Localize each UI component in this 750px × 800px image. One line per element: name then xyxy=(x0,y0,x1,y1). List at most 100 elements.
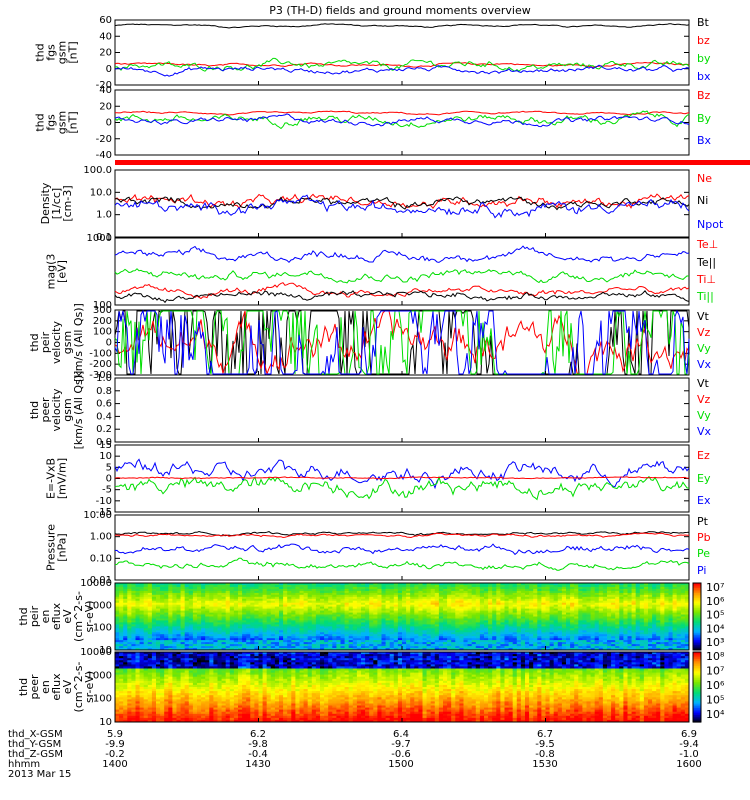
legend-entry: Ni xyxy=(697,194,708,207)
y-tick-label: -20 xyxy=(96,134,112,145)
y-tick-label: 10 xyxy=(99,451,112,462)
legend-entry: Pt xyxy=(697,515,709,528)
series-Te⊥ xyxy=(114,282,690,300)
series-Pi xyxy=(114,543,690,556)
legend-entry: Vx xyxy=(697,425,712,438)
panel-p7: E=-VxB[mV/m] xyxy=(45,444,690,513)
y-axis-label: thdpeirvelocitygsm[km/s (All Qs)] xyxy=(28,303,85,382)
panel-p10: thdpeerenefluxeV(cm^2-s-sr-eV) xyxy=(17,651,702,723)
y-axis-label: Density[1/cc][cm-3] xyxy=(39,182,74,224)
series-Ne xyxy=(114,193,690,210)
panel-p1: thdfgsgsm[nT] xyxy=(34,19,690,86)
series-Vz xyxy=(114,310,690,376)
series-Bx xyxy=(114,113,690,128)
y-tick-label: 100 xyxy=(93,300,112,311)
data-mode-bar xyxy=(115,160,750,165)
legend-entry: Bx xyxy=(697,134,712,147)
x-tick-label: 6.4 xyxy=(393,729,409,740)
legend-entry: Vy xyxy=(697,342,711,355)
series-Ti⊥ xyxy=(114,245,690,264)
y-tick-label: 0 xyxy=(106,338,112,349)
colorbar-label: 10⁶ xyxy=(706,595,725,608)
legend-entry: Vy xyxy=(697,409,711,422)
legend-entry: Vz xyxy=(697,326,711,339)
x-axis-row-label: thd_X-GSM xyxy=(8,729,63,740)
y-tick-label: 1.00 xyxy=(90,532,112,543)
y-tick-label: 0.10 xyxy=(90,553,112,564)
legend-entry: Bz xyxy=(697,89,711,102)
colorbar xyxy=(692,582,702,651)
y-tick-label: 100.0 xyxy=(83,165,112,176)
x-tick-label: -0.4 xyxy=(248,749,268,760)
x-tick-label: -9.5 xyxy=(535,739,555,750)
y-axis-label: thdfgsgsm[nT] xyxy=(34,111,80,134)
y-tick-label: 1.0 xyxy=(96,373,112,384)
series-Pt xyxy=(114,530,690,537)
spectrogram xyxy=(115,583,690,651)
y-tick-label: 100 xyxy=(93,327,112,338)
y-tick-label: 20 xyxy=(99,48,112,59)
series-bx xyxy=(114,64,690,77)
colorbar xyxy=(692,651,702,723)
y-tick-label: -300 xyxy=(89,370,112,381)
legend-entry: bx xyxy=(697,70,711,83)
legend-entry: Bt xyxy=(697,16,710,29)
y-tick-label: -10 xyxy=(96,496,112,507)
y-tick-label: -200 xyxy=(89,359,112,370)
y-tick-label: 0.0 xyxy=(96,437,112,448)
y-axis-label: thdpeerenefluxeV(cm^2-s-sr-eV) xyxy=(17,662,96,713)
colorbar-label: 10⁵ xyxy=(706,609,724,622)
y-tick-label: 100 xyxy=(93,694,112,705)
y-tick-label: 0.6 xyxy=(96,399,112,410)
y-tick-label: 0.4 xyxy=(96,411,112,422)
panel-frame xyxy=(114,89,690,156)
series-Vx xyxy=(114,309,690,376)
y-axis-label: thdpeirenefluxeV(cm^2-s-sr-eV) xyxy=(17,591,96,642)
y-tick-label: 40 xyxy=(99,85,112,96)
y-tick-label: -20 xyxy=(96,80,112,91)
y-tick-label: 0 xyxy=(106,64,112,75)
legend-entry: Ey xyxy=(697,472,711,485)
x-axis-row-label: hhmm xyxy=(8,759,40,770)
series-Npot xyxy=(114,194,690,219)
x-tick-label: 1600 xyxy=(676,759,701,770)
series-Pe xyxy=(114,557,690,571)
legend-entry: bz xyxy=(697,34,710,47)
series-by xyxy=(114,57,690,72)
legend-entry: Te|| xyxy=(696,256,716,269)
series-Ey xyxy=(114,475,690,501)
series-Ez xyxy=(114,476,690,480)
y-tick-label: 200 xyxy=(93,316,112,327)
panel-p9: thdpeirenefluxeV(cm^2-s-sr-eV) xyxy=(17,582,702,651)
x-tick-label: -9.8 xyxy=(248,739,268,750)
panel-p6: thdpeervelocitygsm[km/s (All Qs)] xyxy=(28,371,690,449)
y-axis-label: Pressure[nPa] xyxy=(45,524,69,571)
legend-entry: Pb xyxy=(697,531,711,544)
x-tick-label: 6.7 xyxy=(537,729,553,740)
panel-p4: mag(3[eV] xyxy=(45,237,690,306)
legend-entry: Ez xyxy=(697,449,710,462)
series-Bz xyxy=(114,110,690,116)
y-tick-label: -15 xyxy=(96,507,112,518)
x-tick-label: 6.9 xyxy=(681,729,697,740)
colorbar-label: 10⁴ xyxy=(706,708,725,721)
legend-entry: Ti|| xyxy=(696,290,714,303)
legend-entry: by xyxy=(697,52,711,65)
legend-entry: Te⊥ xyxy=(696,238,718,251)
panel-p2: thdfgsgsm[nT] xyxy=(34,89,690,156)
panel-p8: Pressure[nPa] xyxy=(45,514,690,581)
x-tick-label: -1.0 xyxy=(679,749,699,760)
legend-entry: Vz xyxy=(697,393,711,406)
x-axis-row-label: thd_Y-GSM xyxy=(8,739,61,750)
y-axis-label: E=-VxB[mV/m] xyxy=(45,458,69,499)
y-tick-label: 10 xyxy=(99,717,112,728)
spectrogram xyxy=(115,652,690,723)
colorbar-label: 10⁷ xyxy=(706,581,724,594)
legend-entry: Vt xyxy=(697,310,710,323)
x-tick-label: 6.2 xyxy=(250,729,266,740)
y-tick-label: 60 xyxy=(99,15,112,26)
x-tick-label: 1430 xyxy=(245,759,270,770)
x-tick-label: 1400 xyxy=(102,759,127,770)
y-tick-label: 0.2 xyxy=(96,424,112,435)
